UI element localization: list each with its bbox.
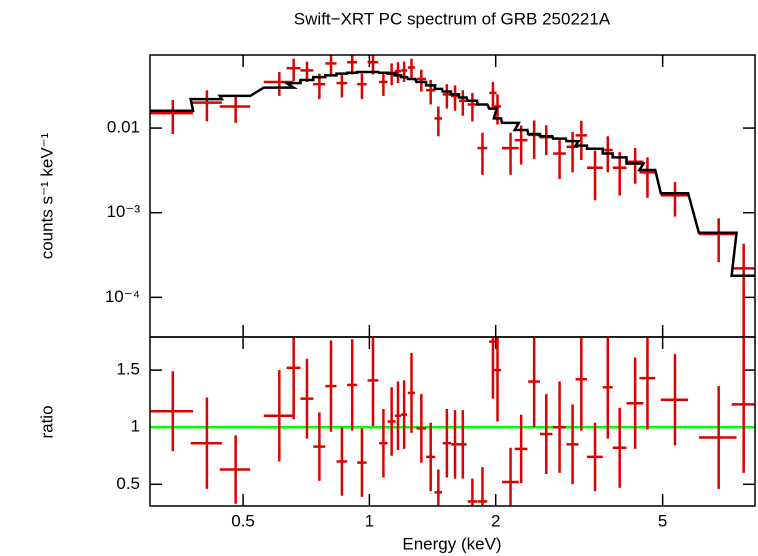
x-tick-label: 2 — [491, 511, 500, 530]
x-tick-label: 1 — [365, 511, 374, 530]
y-axis-label: counts s⁻¹ keV⁻¹ — [37, 132, 56, 259]
x-tick-label: 5 — [658, 511, 667, 530]
plot-frame — [149, 336, 756, 507]
y-tick-label: 10⁻³ — [106, 202, 140, 221]
y-tick-label: 0.01 — [107, 118, 140, 137]
x-tick-label: 0.5 — [231, 511, 255, 530]
y-tick-label: 10⁻⁴ — [105, 287, 140, 306]
y-tick-label: 0.5 — [116, 474, 140, 493]
model-line — [150, 70, 755, 277]
x-axis-label: Energy (keV) — [402, 534, 501, 553]
chart-title: Swift−XRT PC spectrum of GRB 250221A — [294, 9, 611, 28]
y-tick-label: 1.5 — [116, 360, 140, 379]
y-tick-label: 1 — [131, 417, 140, 436]
y-axis-label: ratio — [37, 405, 56, 438]
